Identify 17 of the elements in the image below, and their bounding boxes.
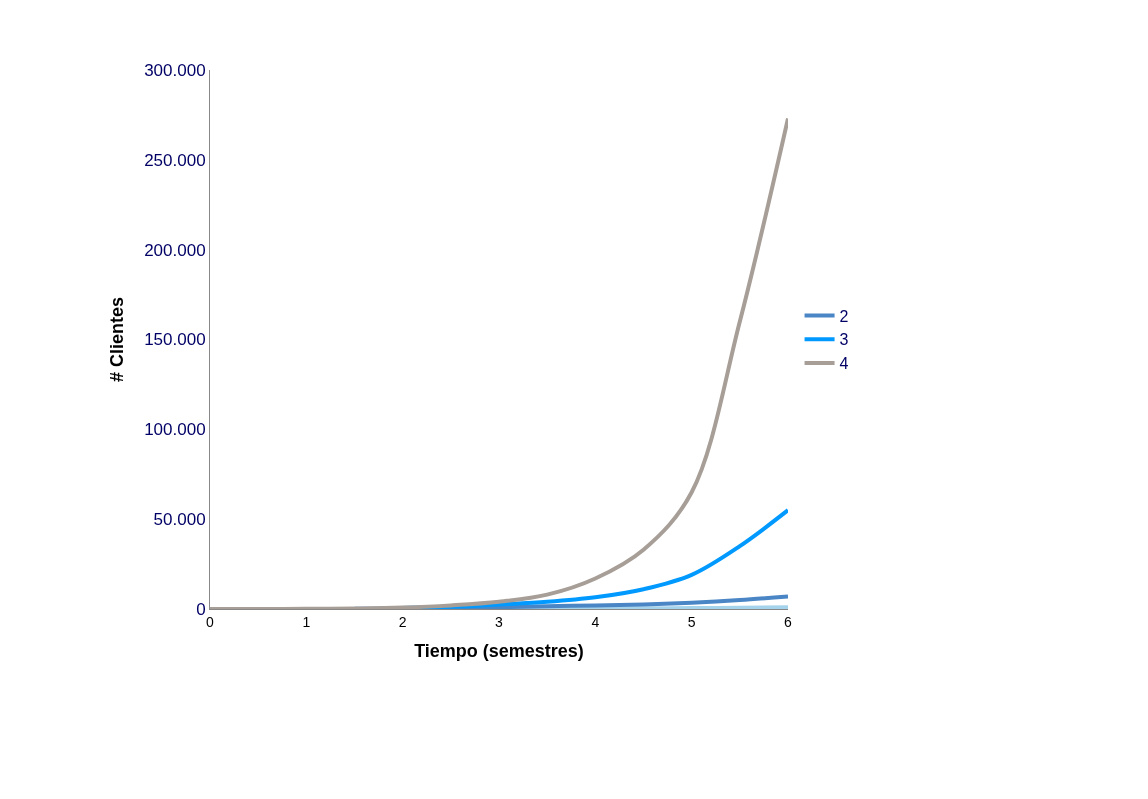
x-tick-label: 3 (495, 613, 504, 630)
x-tick-label: 4 (591, 613, 600, 630)
y-tick-label: 100.000 (144, 420, 206, 440)
x-tick-label: 6 (784, 613, 793, 630)
legend-label: 4 (839, 355, 849, 373)
y-axis-title: # Clientes (107, 296, 128, 383)
legend-label: 3 (839, 331, 849, 349)
x-axis-title: Tiempo (semestres) (414, 640, 584, 661)
y-tick-label: 250.000 (144, 150, 206, 170)
y-tick-label: 300.000 (144, 60, 206, 80)
x-tick-label: 2 (398, 613, 407, 630)
x-tick-label: 5 (687, 613, 696, 630)
x-tick-label: 1 (302, 613, 311, 630)
y-tick-label: 200.000 (144, 240, 206, 260)
y-tick-label: 150.000 (144, 330, 206, 350)
y-tick-label: 50.000 (153, 510, 206, 530)
legend-label: 2 (839, 307, 849, 325)
